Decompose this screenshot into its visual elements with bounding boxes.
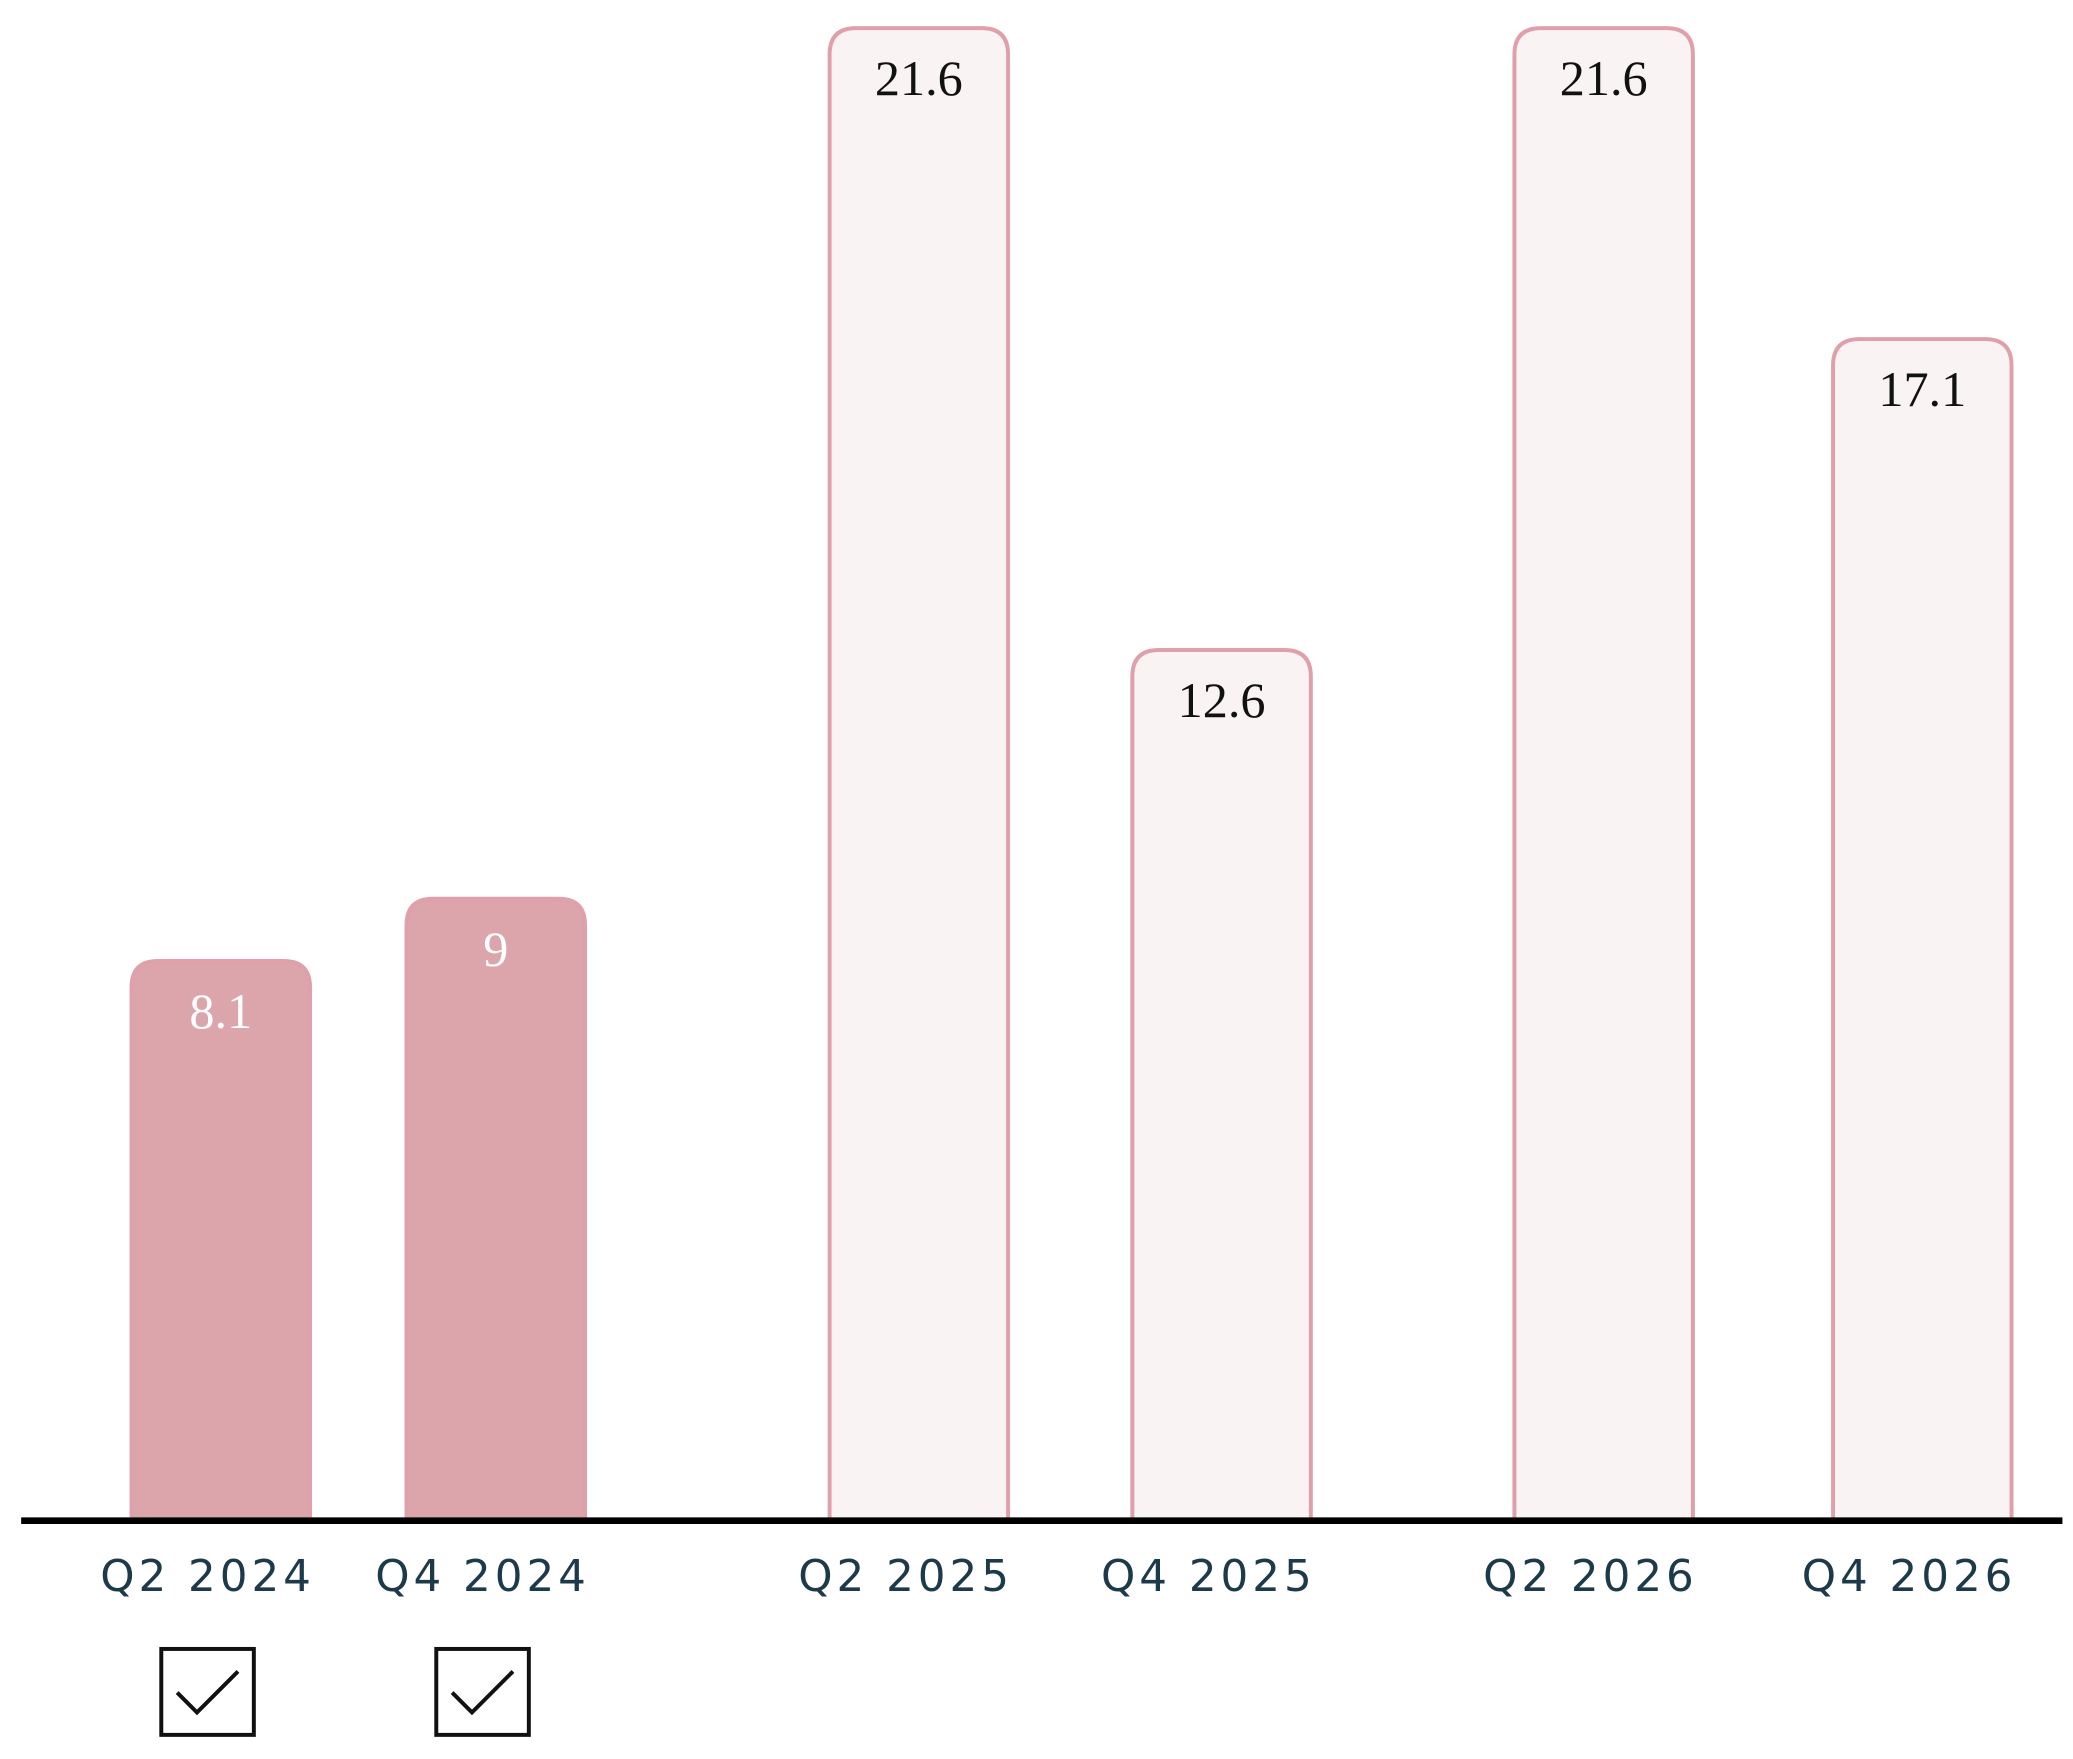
x-tick-label: Q4 2025 [1101, 1552, 1316, 1602]
bar [827, 26, 1011, 1521]
bar [404, 896, 587, 1521]
value-label: 8.1 [189, 983, 252, 1039]
checkbox [159, 1646, 256, 1737]
x-tick-label: Q2 2024 [100, 1552, 315, 1602]
value-label: 21.6 [875, 50, 963, 106]
value-label: 9 [483, 921, 508, 977]
checkmark [175, 1670, 240, 1716]
x-tick-label: Q2 2025 [798, 1552, 1013, 1602]
x-tick-label: Q2 2026 [1483, 1552, 1698, 1602]
x-tick-label: Q4 2026 [1802, 1552, 2017, 1602]
bar [1512, 26, 1695, 1521]
bar [129, 958, 313, 1521]
value-label: 17.1 [1878, 361, 1966, 417]
bars [129, 26, 2014, 1521]
x-tick-label: Q4 2024 [375, 1552, 590, 1602]
checkmark [450, 1670, 515, 1716]
value-label: 21.6 [1560, 50, 1648, 106]
bar [1831, 337, 2014, 1521]
value-label: 12.6 [1178, 672, 1266, 728]
bar [1130, 648, 1313, 1521]
checkbox [434, 1646, 531, 1737]
